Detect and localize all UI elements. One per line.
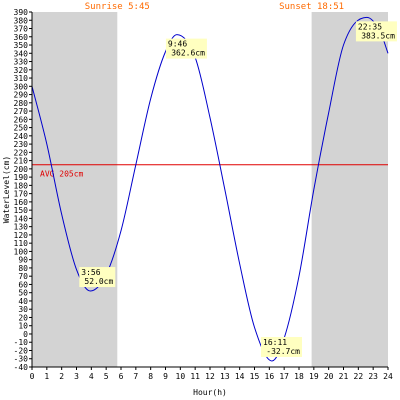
x-tick-label: 21 xyxy=(339,372,349,381)
water-level-series xyxy=(31,16,389,362)
x-tick-label: 2 xyxy=(59,372,64,381)
extreme-annotation-2: 16:11-32.7cm xyxy=(261,336,303,357)
y-tick-label: 170 xyxy=(14,190,29,199)
x-tick-label: 7 xyxy=(133,372,138,381)
y-tick-label: 100 xyxy=(14,247,29,256)
y-tick-label: 130 xyxy=(14,223,29,232)
x-tick-label: 17 xyxy=(279,372,289,381)
y-tick-label: 270 xyxy=(14,107,29,116)
y-tick-label: 0 xyxy=(23,330,28,339)
y-axis-ticks: -40-30-20-100102030405060708090100110120… xyxy=(14,8,32,372)
extreme-level-0: 52.0cm xyxy=(84,277,113,286)
y-tick-label: 290 xyxy=(14,91,29,100)
y-tick-label: 380 xyxy=(14,16,29,25)
night-after-sunset xyxy=(311,12,388,367)
x-tick-label: 14 xyxy=(235,372,245,381)
y-tick-label: 330 xyxy=(14,58,29,67)
y-tick-label: 200 xyxy=(14,165,29,174)
y-tick-label: 250 xyxy=(14,124,29,133)
x-tick-label: 9 xyxy=(163,372,168,381)
y-tick-label: 110 xyxy=(14,239,29,248)
x-tick-label: 6 xyxy=(119,372,124,381)
x-tick-label: 8 xyxy=(148,372,153,381)
x-tick-label: 13 xyxy=(220,372,230,381)
x-tick-label: 23 xyxy=(368,372,378,381)
night-shading xyxy=(32,12,388,367)
y-tick-label: 300 xyxy=(14,82,29,91)
y-tick-label: 60 xyxy=(18,280,28,289)
sunset-label: Sunset 18:51 xyxy=(279,2,344,12)
y-tick-label: 90 xyxy=(18,256,28,265)
x-tick-label: 0 xyxy=(30,372,35,381)
y-tick-label: 260 xyxy=(14,115,29,124)
y-tick-label: 360 xyxy=(14,33,29,42)
y-tick-label: 350 xyxy=(14,41,29,50)
y-tick-label: -20 xyxy=(14,346,29,355)
average-label: AVG 205cm xyxy=(40,170,84,179)
y-tick-label: 70 xyxy=(18,272,28,281)
extreme-level-2: -32.7cm xyxy=(266,347,300,356)
extreme-time-0: 3:56 xyxy=(81,268,100,277)
sunrise-label: Sunrise 5:45 xyxy=(85,2,150,12)
extreme-annotation-box-2 xyxy=(261,336,303,357)
x-tick-label: 22 xyxy=(354,372,364,381)
y-tick-label: 140 xyxy=(14,214,29,223)
series-line-0 xyxy=(31,16,389,362)
y-tick-label: -30 xyxy=(14,355,29,364)
y-tick-label: 320 xyxy=(14,66,29,75)
x-tick-label: 12 xyxy=(205,372,215,381)
y-axis-title: WaterLevel(cm) xyxy=(2,156,11,223)
y-tick-label: 310 xyxy=(14,74,29,83)
x-tick-label: 24 xyxy=(383,372,393,381)
extreme-level-1: 362.6cm xyxy=(171,49,205,58)
extreme-annotation-box-3 xyxy=(355,21,397,42)
extreme-time-1: 9:46 xyxy=(168,40,187,49)
y-tick-label: -10 xyxy=(14,338,29,347)
y-tick-label: 150 xyxy=(14,206,29,215)
y-tick-label: 120 xyxy=(14,231,29,240)
y-tick-label: 230 xyxy=(14,140,29,149)
extreme-annotation-box-0 xyxy=(79,267,116,288)
y-tick-label: 50 xyxy=(18,289,28,298)
y-tick-label: 30 xyxy=(18,305,28,314)
y-tick-label: 10 xyxy=(18,322,28,331)
extreme-time-2: 16:11 xyxy=(263,338,287,347)
y-tick-label: 390 xyxy=(14,8,29,17)
y-tick-label: 40 xyxy=(18,297,28,306)
extreme-level-3: 383.5cm xyxy=(361,31,395,40)
x-tick-label: 15 xyxy=(250,372,260,381)
x-tick-label: 5 xyxy=(104,372,109,381)
y-tick-label: 280 xyxy=(14,99,29,108)
x-tick-label: 11 xyxy=(190,372,200,381)
x-tick-label: 4 xyxy=(89,372,94,381)
y-tick-label: 20 xyxy=(18,313,28,322)
y-tick-label: 340 xyxy=(14,49,29,58)
x-tick-label: 18 xyxy=(294,372,304,381)
y-tick-label: 210 xyxy=(14,157,29,166)
x-tick-label: 16 xyxy=(265,372,275,381)
x-axis-title: Hour(h) xyxy=(193,388,227,397)
x-tick-label: 10 xyxy=(176,372,186,381)
y-tick-label: 160 xyxy=(14,198,29,207)
y-tick-label: 180 xyxy=(14,181,29,190)
x-tick-label: 19 xyxy=(309,372,319,381)
extreme-annotation-box-1 xyxy=(165,38,207,59)
y-tick-label: 370 xyxy=(14,25,29,34)
extreme-time-3: 22:35 xyxy=(358,22,382,31)
x-tick-label: 1 xyxy=(44,372,49,381)
x-tick-label: 3 xyxy=(74,372,79,381)
average-line-group: AVG 205cm xyxy=(32,164,388,179)
night-before-sunrise xyxy=(32,12,118,367)
y-tick-label: 220 xyxy=(14,148,29,157)
y-tick-label: 240 xyxy=(14,132,29,141)
y-tick-label: 190 xyxy=(14,173,29,182)
x-tick-label: 20 xyxy=(324,372,334,381)
y-tick-label: -40 xyxy=(14,363,29,372)
y-tick-label: 80 xyxy=(18,264,28,273)
